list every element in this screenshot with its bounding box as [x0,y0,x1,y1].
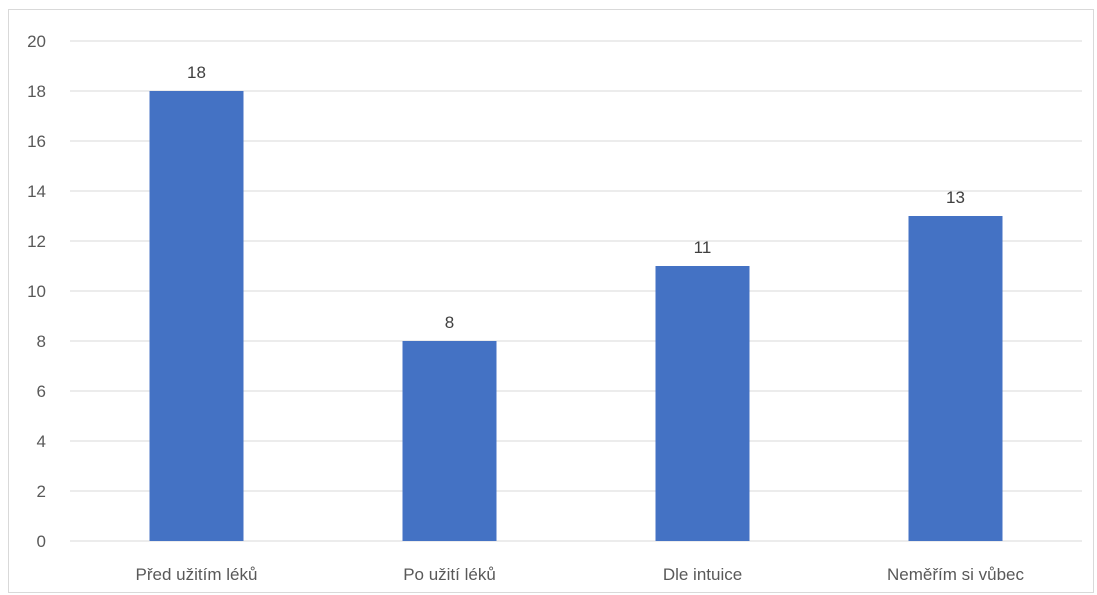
data-label: 18 [187,63,206,82]
x-tick-label: Dle intuice [663,565,742,584]
y-tick-label: 0 [37,532,46,551]
data-labels: 18 8 11 13 [187,63,965,332]
data-label: 11 [694,238,712,257]
y-tick-label: 10 [27,282,46,301]
y-tick-label: 16 [27,132,46,151]
x-tick-label: Po užití léků [403,565,496,584]
y-tick-label: 14 [27,182,46,201]
bars [149,91,1003,541]
y-tick-label: 8 [37,332,46,351]
y-axis-tick-labels: 0 2 4 6 8 10 12 14 16 18 20 [27,32,46,551]
data-label: 8 [445,313,454,332]
bar [402,341,497,541]
bar [655,266,750,541]
x-axis-tick-labels: Před užitím léků Po užití léků Dle intuice… [136,565,1025,584]
y-tick-label: 18 [27,82,46,101]
y-tick-label: 12 [27,232,46,251]
x-tick-label: Neměřím si vůbec [887,565,1024,584]
y-tick-label: 20 [27,32,46,51]
y-tick-label: 4 [37,432,46,451]
data-label: 13 [946,188,965,207]
bar [908,216,1003,541]
y-tick-label: 6 [37,382,46,401]
bar [149,91,244,541]
y-tick-label: 2 [37,482,46,501]
x-tick-label: Před užitím léků [136,565,258,584]
